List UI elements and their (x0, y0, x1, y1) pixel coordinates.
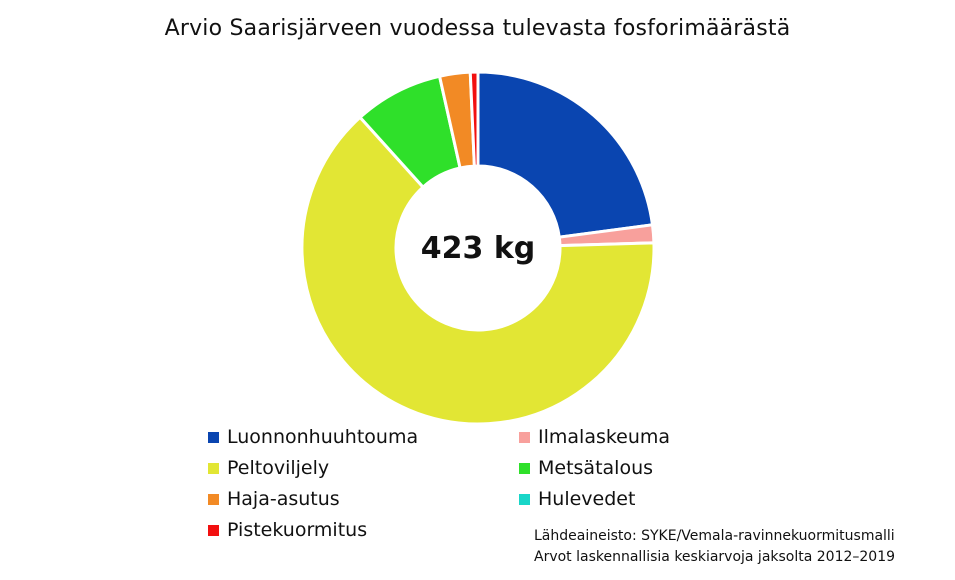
legend-label: Metsätalous (538, 457, 654, 479)
legend-item: Hulevedet (519, 488, 635, 510)
slice-luonnonhuuhtouma (476, 70, 655, 239)
legend-label: Haja-asutus (227, 488, 340, 510)
legend-item: Pistekuormitus (208, 519, 367, 541)
legend-item: Haja-asutus (208, 488, 340, 510)
legend-swatch (208, 462, 219, 474)
legend-item: Luonnonhuuhtouma (208, 426, 418, 448)
legend-item: Metsätalous (519, 457, 653, 479)
slice-pistekuormitus (468, 70, 480, 168)
period-text: Arvot laskennallisia keskiarvoja jaksolt… (534, 549, 896, 565)
legend-item: Ilmalaskeuma (519, 426, 670, 448)
source-text: Lähdeaineisto: SYKE/Vemala-ravinnekuormi… (534, 528, 895, 544)
slice-peltoviljely (300, 115, 656, 426)
legend-label: Luonnonhuuhtouma (227, 426, 419, 448)
donut-slices (300, 70, 656, 426)
legend-swatch (519, 493, 530, 505)
legend-swatch (208, 431, 219, 443)
legend-label: Pistekuormitus (227, 519, 368, 541)
legend-label: Ilmalaskeuma (538, 426, 671, 448)
legend-item: Peltoviljely (208, 457, 329, 479)
legend-label: Hulevedet (538, 488, 636, 510)
chart-title: Arvio Saarisjärveen vuodessa tulevasta f… (164, 16, 791, 41)
legend-label: Peltoviljely (227, 457, 330, 479)
legend-swatch (519, 431, 530, 443)
center-total-label: 423 kg (421, 231, 536, 266)
legend-swatch (208, 524, 219, 536)
legend-swatch (208, 493, 219, 505)
legend-swatch (519, 462, 530, 474)
